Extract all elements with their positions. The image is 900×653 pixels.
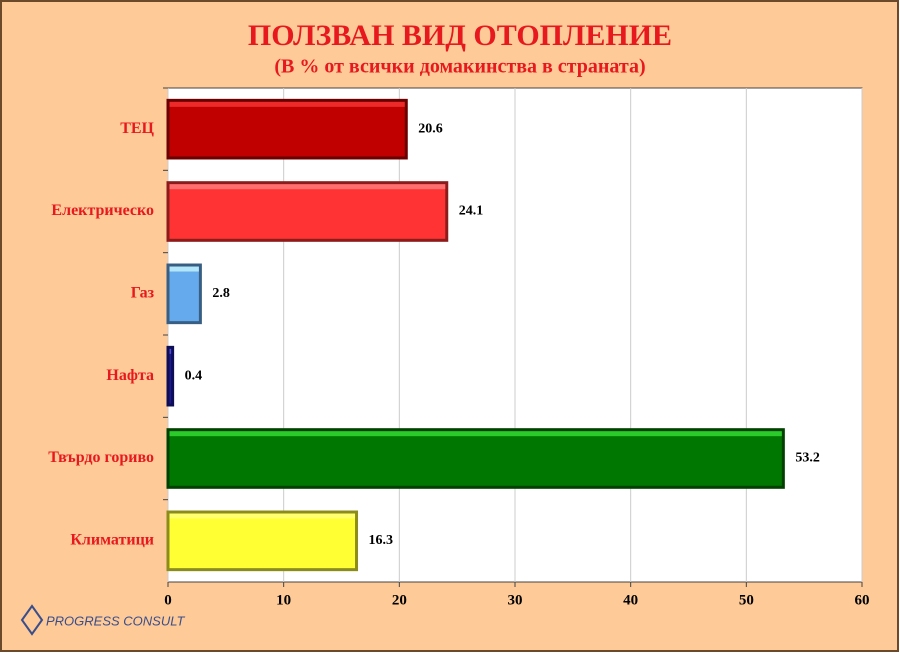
data-label: 16.3 bbox=[369, 533, 394, 548]
x-tick-label: 50 bbox=[739, 592, 754, 608]
chart-title: ПОЛЗВАН ВИД ОТОПЛЕНИЕ bbox=[248, 19, 672, 52]
x-tick-label: 20 bbox=[392, 592, 407, 608]
logo-text: PROGRESS CONSULT bbox=[46, 613, 186, 628]
bar-highlight bbox=[169, 184, 446, 190]
x-tick-label: 40 bbox=[623, 592, 638, 608]
y-tick-label: Климатици bbox=[70, 532, 154, 549]
data-label: 53.2 bbox=[795, 451, 820, 466]
logo-icon bbox=[20, 604, 44, 636]
bar-highlight bbox=[169, 266, 199, 272]
data-label: 0.4 bbox=[185, 368, 203, 383]
x-tick-label: 60 bbox=[855, 592, 870, 608]
bar-highlight bbox=[169, 101, 405, 107]
y-tick-label: ТЕЦ bbox=[120, 120, 154, 137]
bar bbox=[166, 181, 449, 242]
bar bbox=[166, 345, 175, 407]
x-tick-label: 0 bbox=[164, 592, 172, 608]
data-label: 2.8 bbox=[212, 286, 230, 301]
y-tick-label: Газ bbox=[131, 285, 155, 302]
logo-group: PROGRESS CONSULT bbox=[20, 604, 186, 636]
x-tick-label: 30 bbox=[508, 592, 523, 608]
x-tick-label: 10 bbox=[276, 592, 291, 608]
bar-highlight bbox=[169, 348, 172, 354]
chart-subtitle: (В % от всички домакинства в страната) bbox=[274, 56, 645, 78]
bar bbox=[166, 98, 408, 160]
bar-highlight bbox=[169, 431, 782, 437]
y-tick-label: Нафта bbox=[106, 367, 154, 384]
y-tick-label: Твърдо гориво bbox=[48, 449, 154, 466]
y-tick-label: Електрическо bbox=[51, 202, 154, 219]
bar bbox=[166, 263, 202, 325]
bar bbox=[166, 428, 785, 489]
data-label: 20.6 bbox=[418, 121, 443, 136]
bar-highlight bbox=[169, 513, 356, 519]
data-label: 24.1 bbox=[459, 204, 484, 219]
bar bbox=[166, 510, 359, 572]
